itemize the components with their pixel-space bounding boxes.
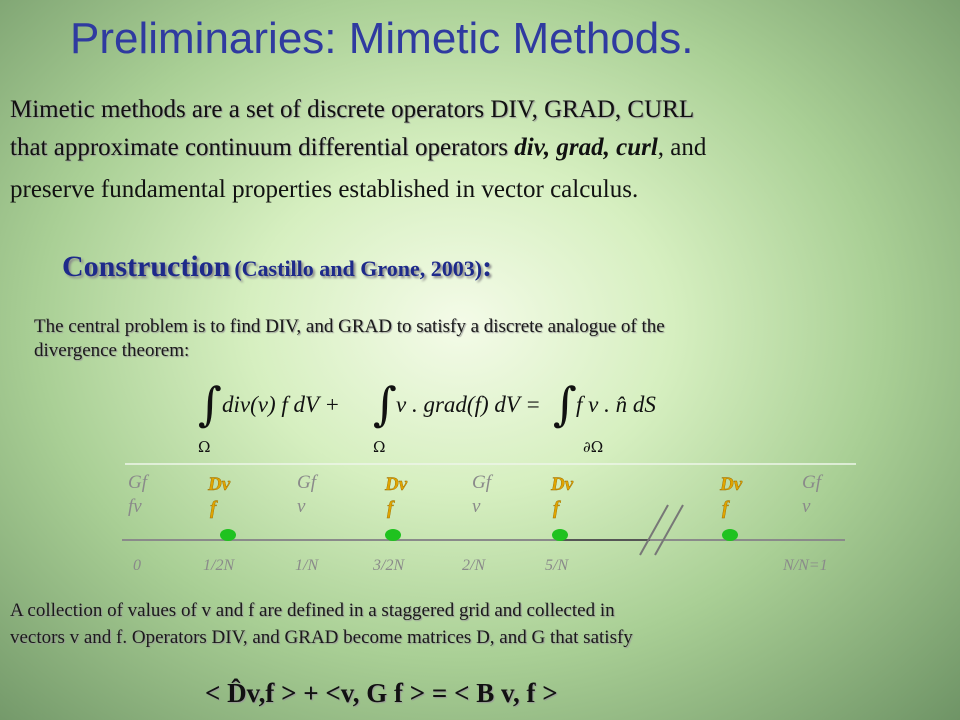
grid-point (722, 529, 738, 541)
theorem-term: f v . n̂ dS (576, 392, 656, 417)
problem-line: divergence theorem: (34, 340, 190, 361)
cell-label: f (387, 498, 395, 519)
integral-sign: ∫ (373, 377, 397, 431)
intro-line: Mimetic methods are a set of discrete op… (10, 96, 695, 123)
slide-title: Preliminaries: Mimetic Methods. (70, 14, 694, 63)
cell-label: Dv (719, 474, 743, 495)
colon: : (482, 250, 493, 283)
theorem-term: div(v) f dV + (222, 392, 340, 417)
grid-position-label: 5/N (545, 557, 569, 574)
cell-label: f (210, 498, 218, 519)
integral-domain: ∂Ω (583, 438, 603, 456)
node-label: v (472, 496, 481, 517)
grid-position-label: 0 (133, 557, 141, 574)
cell-label: f (553, 498, 561, 519)
conclusion-line: vectors v and f. Operators DIV, and GRAD… (10, 627, 633, 648)
conclusion-line: A collection of values of v and f are de… (10, 600, 615, 621)
grid-dots (220, 529, 738, 541)
theorem-term: v . grad(f) dV = (396, 392, 541, 417)
integral-sign: ∫ (553, 377, 577, 431)
grid-position-label: 3/2N (372, 557, 405, 574)
cell-label: Dv (384, 474, 408, 495)
grid-point (552, 529, 568, 541)
intro-operators: div, grad, curl (514, 134, 658, 161)
break-mark (639, 504, 669, 556)
grid-position-label: N/N=1 (782, 557, 828, 574)
node-label: Gf (802, 472, 824, 493)
node-label: Gf (297, 472, 319, 493)
node-label: v (297, 496, 306, 517)
grid-position-label: 2/N (462, 557, 486, 574)
problem-line: The central problem is to find DIV, and … (34, 316, 665, 337)
grid-point (220, 529, 236, 541)
intro-text: that approximate continuum differential … (10, 134, 515, 161)
grid-point (385, 529, 401, 541)
break-mark (654, 504, 684, 556)
cell-label: Dv (207, 474, 231, 495)
citation: (Castillo and Grone, 2003) (234, 256, 483, 281)
node-label: Gf (128, 472, 150, 493)
integral-domain: Ω (373, 438, 385, 456)
grid-position-label: 1/N (295, 557, 319, 574)
integral-domain: Ω (198, 438, 210, 456)
node-label: v (802, 496, 811, 517)
node-label: fv (128, 496, 142, 517)
intro-line: that approximate continuum differential … (10, 134, 706, 162)
cell-label: Dv (550, 474, 574, 495)
node-label: Gf (472, 472, 494, 493)
heading: Construction (62, 250, 231, 283)
construction-heading: Construction (Castillo and Grone, 2003): (62, 250, 492, 284)
inner-product-identity: < D̂v,f > + <v, G f > = < B v, f > (205, 678, 558, 708)
cell-label: f (722, 498, 730, 519)
integral-sign: ∫ (198, 377, 222, 431)
intro-line: preserve fundamental properties establis… (10, 176, 639, 203)
intro-text: , and (657, 134, 707, 161)
grid-position-label: 1/2N (203, 557, 235, 574)
